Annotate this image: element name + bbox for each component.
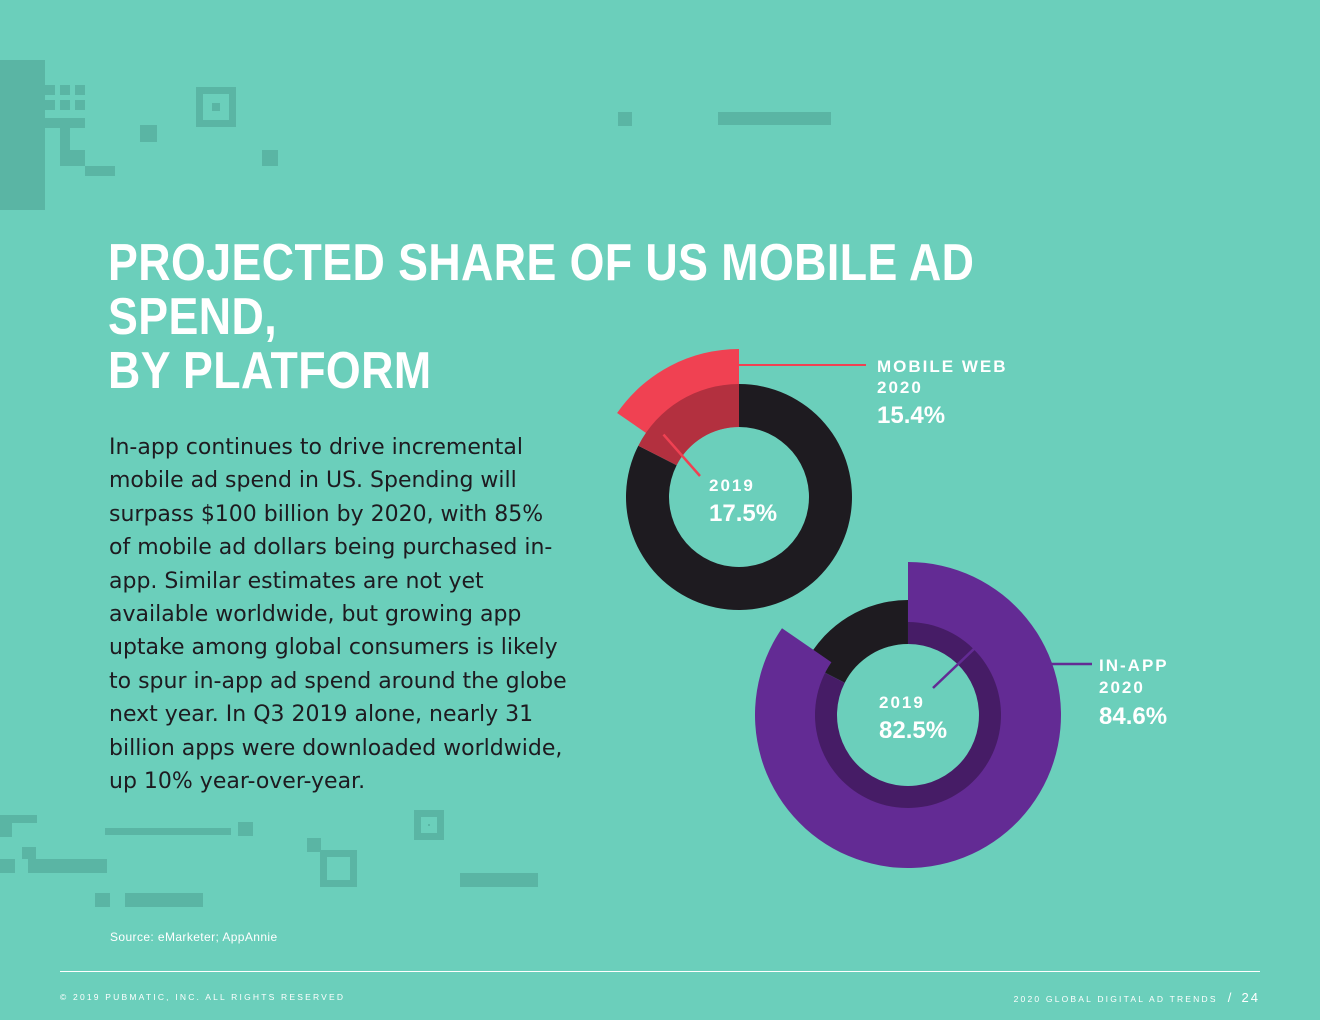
title-line-1: PROJECTED SHARE OF US MOBILE AD SPEND, xyxy=(108,234,975,346)
publication-title: 2020 GLOBAL DIGITAL AD TRENDS xyxy=(1013,994,1218,1004)
in-app-2019-leader xyxy=(932,645,978,689)
in-app-label: IN-APP xyxy=(1099,656,1169,675)
mobile-web-2020-value: 15.4% xyxy=(877,402,945,429)
in-app-2019-year: 2019 xyxy=(879,693,925,712)
in-app-2020-band xyxy=(754,562,1061,869)
in-app-2019-value: 82.5% xyxy=(879,717,947,744)
in-app-2020-year: 2020 xyxy=(1099,678,1145,697)
in-app-2020-value: 84.6% xyxy=(1099,703,1167,730)
mobile-web-2020-year: 2020 xyxy=(877,378,923,397)
mobile-web-ring-remainder xyxy=(626,384,852,610)
footer-publication: 2020 GLOBAL DIGITAL AD TRENDS / 24 xyxy=(1014,990,1260,1005)
mobile-web-2019-value: 17.5% xyxy=(709,500,777,527)
source-note: Source: eMarketer; AppAnnie xyxy=(110,930,278,944)
page-number: 24 xyxy=(1241,990,1260,1005)
footer-separator: / xyxy=(1227,990,1234,1005)
page-title: PROJECTED SHARE OF US MOBILE AD SPEND, B… xyxy=(108,236,1123,398)
footer-divider xyxy=(60,971,1260,972)
body-paragraph: In-app continues to drive incremental mo… xyxy=(109,435,567,795)
mobile-web-2019-leader xyxy=(662,433,701,477)
mobile-web-2019-segment xyxy=(638,384,739,466)
mobile-web-label: MOBILE WEB xyxy=(877,357,1008,376)
mobile-web-2019-year: 2019 xyxy=(709,476,755,495)
copyright-text: © 2019 PUBMATIC, INC. ALL RIGHTS RESERVE… xyxy=(60,992,346,1002)
title-line-2: BY PLATFORM xyxy=(108,342,432,400)
